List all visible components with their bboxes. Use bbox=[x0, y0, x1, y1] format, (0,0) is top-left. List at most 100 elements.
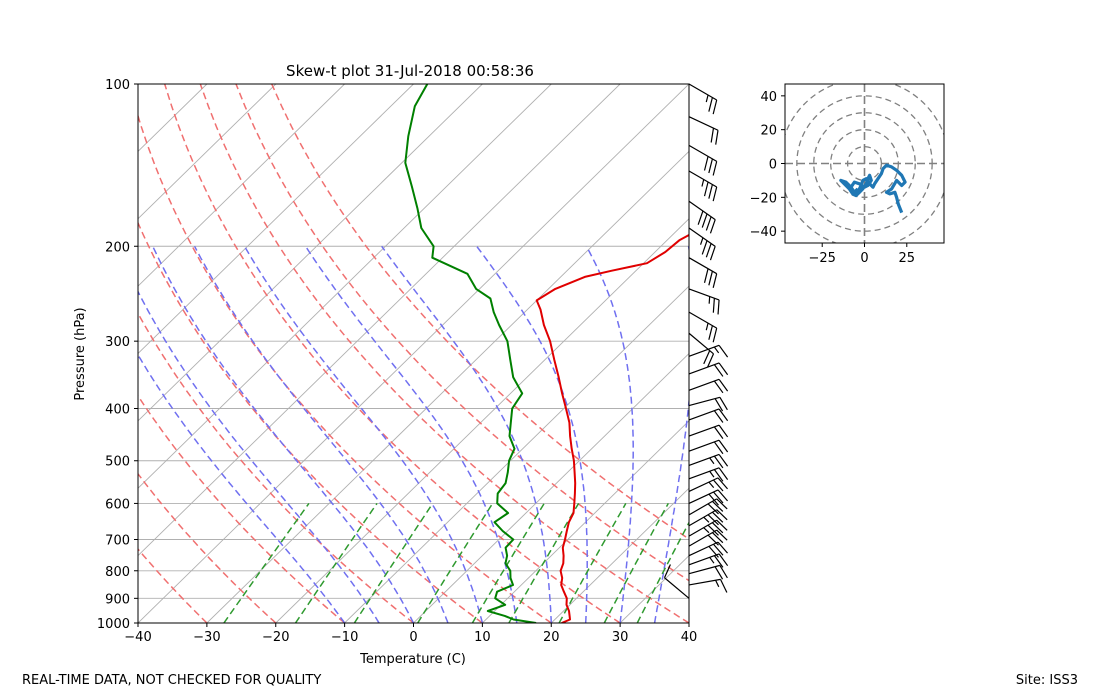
moist-adiabat-line bbox=[585, 245, 634, 623]
mixing-ratio-line bbox=[471, 503, 545, 623]
isotherm-line bbox=[138, 84, 483, 422]
wind-barb bbox=[688, 564, 728, 580]
mixing-ratio-line bbox=[508, 503, 580, 623]
moist-adiabat-line bbox=[138, 353, 346, 623]
wind-barb bbox=[688, 467, 729, 482]
wind-barb bbox=[688, 288, 720, 315]
wind-barb bbox=[688, 578, 728, 593]
hodograph-x-tick-label: −25 bbox=[808, 251, 835, 266]
y-tick-label: 600 bbox=[105, 497, 130, 512]
hodograph-y-tick-label: 0 bbox=[769, 158, 777, 173]
mixing-ratio-line bbox=[636, 521, 689, 623]
hodograph-y-tick-label: −20 bbox=[750, 191, 777, 206]
x-tick-label: 20 bbox=[543, 630, 560, 645]
isotherm-line bbox=[138, 84, 689, 623]
hodograph-y-tick-label: 40 bbox=[760, 90, 777, 105]
wind-barb bbox=[688, 424, 729, 439]
x-tick-label: −30 bbox=[193, 630, 220, 645]
y-tick-label: 100 bbox=[105, 78, 130, 93]
isotherm-line bbox=[206, 150, 689, 623]
hodograph-ring bbox=[813, 112, 916, 215]
y-tick-label: 900 bbox=[105, 592, 130, 607]
moist-adiabat-line bbox=[138, 289, 380, 623]
dry-adiabat-line bbox=[138, 311, 414, 623]
x-tick-label: 0 bbox=[409, 630, 417, 645]
wind-barb bbox=[688, 344, 729, 358]
dry-adiabat-line bbox=[163, 84, 621, 623]
isotherm-line bbox=[138, 84, 552, 489]
dry-adiabat-line bbox=[138, 221, 483, 623]
isotherm-line bbox=[482, 420, 689, 623]
wind-barb bbox=[688, 144, 718, 176]
dewpoint-trace bbox=[404, 84, 537, 623]
wind-barb bbox=[688, 529, 728, 547]
isotherm-line bbox=[550, 487, 689, 623]
isotherm-line bbox=[138, 84, 414, 355]
dry-adiabat-line bbox=[138, 113, 552, 623]
hodograph-x-tick-label: 0 bbox=[860, 251, 868, 266]
dry-adiabat-line bbox=[138, 394, 346, 623]
isotherm-line bbox=[138, 84, 621, 557]
x-tick-label: 10 bbox=[474, 630, 491, 645]
x-tick-label: 40 bbox=[681, 630, 698, 645]
x-tick-label: −40 bbox=[124, 630, 151, 645]
moist-adiabat-line bbox=[304, 245, 518, 623]
isotherm-line bbox=[138, 84, 345, 287]
mixing-ratio-line bbox=[417, 502, 494, 623]
mixing-ratio-line bbox=[353, 502, 434, 623]
mixing-ratio-line bbox=[294, 502, 378, 623]
x-tick-label: −20 bbox=[262, 630, 289, 645]
mixing-ratio-line bbox=[223, 502, 310, 623]
wind-barb bbox=[688, 396, 728, 412]
moist-adiabat-line bbox=[243, 245, 484, 623]
wind-barb bbox=[688, 227, 716, 261]
wind-barb bbox=[688, 257, 718, 288]
wind-barb bbox=[688, 509, 728, 527]
x-tick-label: −10 bbox=[331, 630, 358, 645]
wind-barb bbox=[688, 116, 719, 145]
wind-barb bbox=[688, 170, 718, 202]
wind-barb bbox=[688, 439, 729, 455]
x-axis-label: Temperature (C) bbox=[359, 652, 466, 667]
wind-barb bbox=[688, 200, 716, 234]
isotherm-line bbox=[138, 84, 277, 220]
isotherm-line bbox=[275, 218, 689, 623]
y-tick-label: 200 bbox=[105, 240, 130, 255]
isotherm-line bbox=[344, 285, 689, 623]
site-label: Site: ISS3 bbox=[1015, 673, 1078, 688]
wind-barb bbox=[688, 83, 718, 115]
temperature-trace bbox=[535, 233, 689, 623]
wind-barb bbox=[688, 362, 729, 377]
wind-barb bbox=[688, 553, 729, 568]
moist-adiabat-line bbox=[193, 245, 449, 623]
wind-barb bbox=[688, 489, 728, 506]
mixing-ratio-line bbox=[603, 503, 669, 623]
y-tick-label: 400 bbox=[105, 403, 130, 418]
wind-barb bbox=[688, 311, 718, 343]
hodograph-trace bbox=[839, 163, 907, 214]
wind-barb bbox=[688, 332, 715, 368]
wind-barb bbox=[688, 453, 729, 469]
hodograph-y-tick-label: −40 bbox=[750, 225, 777, 240]
wind-barb bbox=[688, 519, 728, 537]
y-tick-label: 300 bbox=[105, 335, 130, 350]
y-tick-label: 800 bbox=[105, 565, 130, 580]
wind-barb bbox=[688, 541, 728, 558]
dry-adiabat-line bbox=[271, 84, 689, 540]
hodograph-y-tick-label: 20 bbox=[760, 124, 777, 139]
x-tick-label: 30 bbox=[612, 630, 629, 645]
y-axis-label: Pressure (hPa) bbox=[73, 307, 88, 400]
wind-barb bbox=[688, 498, 728, 516]
wind-barb bbox=[663, 564, 690, 599]
y-tick-label: 500 bbox=[105, 455, 130, 470]
wind-barb bbox=[688, 477, 728, 492]
quality-disclaimer: REAL-TIME DATA, NOT CHECKED FOR QUALITY bbox=[22, 673, 322, 688]
moist-adiabat-line bbox=[476, 245, 588, 623]
wind-barb bbox=[688, 378, 729, 394]
wind-barb bbox=[688, 408, 729, 423]
y-tick-label: 1000 bbox=[97, 617, 130, 632]
hodograph-x-tick-label: 25 bbox=[899, 251, 916, 266]
chart-title: Skew-t plot 31-Jul-2018 00:58:36 bbox=[286, 62, 534, 80]
